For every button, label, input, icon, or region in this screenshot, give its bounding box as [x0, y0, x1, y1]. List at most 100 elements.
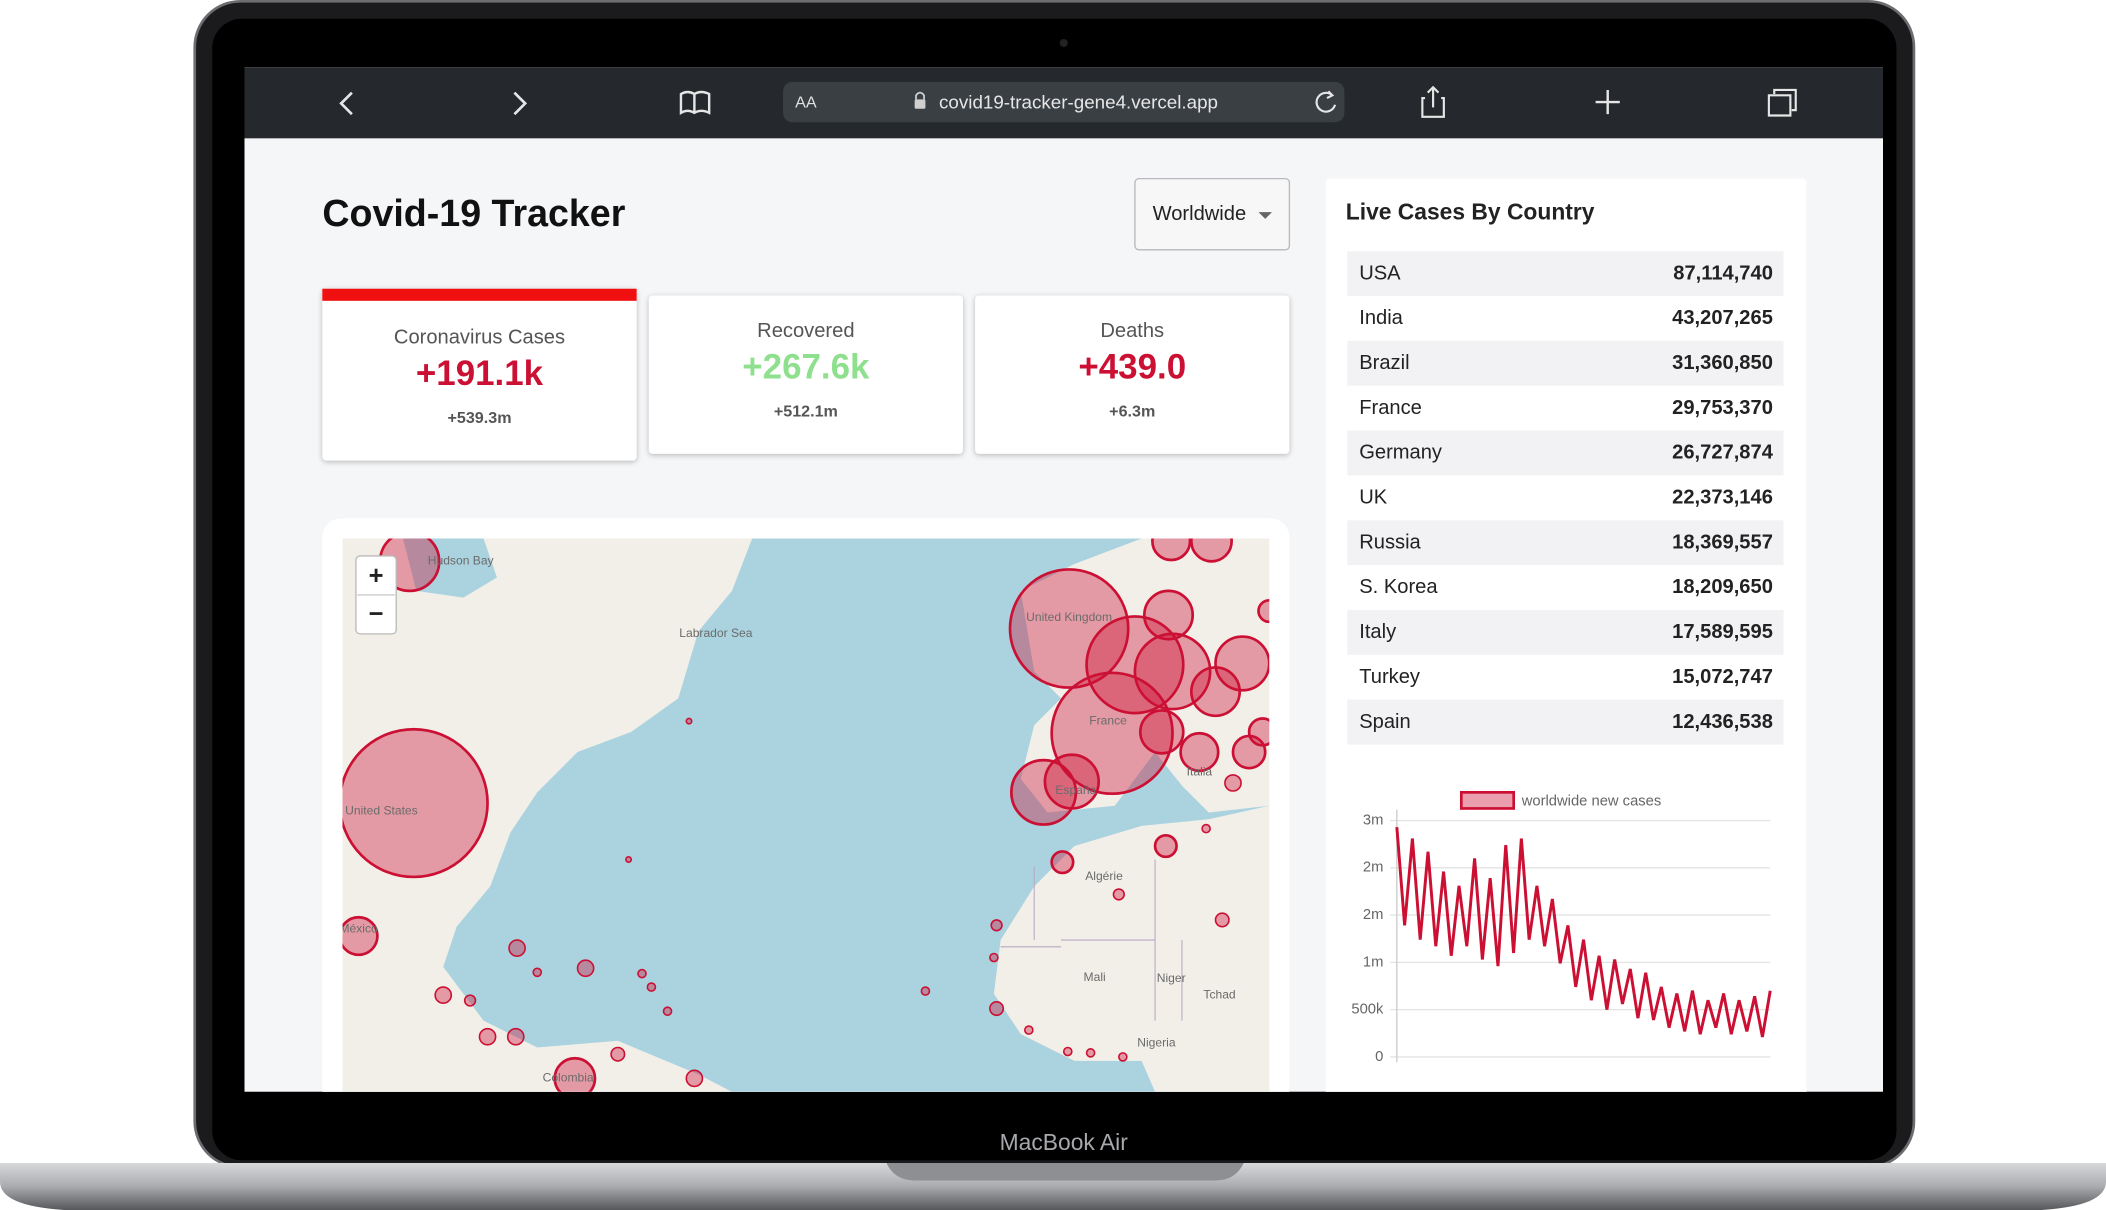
case-circle — [1214, 912, 1230, 928]
y-tick-label: 2m — [1363, 907, 1384, 923]
stat-total: +512.1m — [774, 403, 838, 421]
stat-today: +439.0 — [1078, 348, 1186, 387]
map-label: Italia — [1187, 764, 1213, 778]
row-background — [1347, 340, 1784, 386]
case-circle — [637, 968, 647, 979]
stat-card[interactable] — [648, 295, 964, 454]
case-circle — [625, 855, 633, 863]
case-circle — [1224, 774, 1242, 792]
laptop-base — [0, 1162, 2106, 1210]
stat-total: +539.3m — [447, 409, 511, 427]
map-label: Labrador Sea — [679, 626, 752, 640]
text-size-button[interactable]: AA — [795, 94, 817, 112]
map-label: Hudson Bay — [428, 554, 495, 568]
live-cases-table: USA 87,114,740 India 43,207,265 Brazil 31,360… — [1347, 251, 1784, 745]
map[interactable]: Hudson Bay Labrador Sea United Kingdom Unit… — [339, 521, 1280, 1098]
map-label: Algérie — [1085, 869, 1123, 883]
country-cases: 12,436,538 — [1672, 711, 1773, 733]
stat-label: Deaths — [1100, 320, 1164, 342]
camera — [1059, 38, 1068, 48]
country-cases: 26,727,874 — [1672, 442, 1774, 464]
row-background — [1347, 520, 1784, 566]
case-circle — [1085, 1048, 1096, 1058]
map-label: España — [1055, 783, 1096, 797]
case-circle — [342, 915, 379, 957]
map-label: United Kingdom — [1026, 610, 1112, 624]
base-notch — [886, 1162, 1244, 1181]
legend-swatch — [1459, 790, 1516, 810]
case-circle — [1247, 717, 1270, 747]
back-button[interactable] — [339, 91, 353, 116]
case-circle — [553, 1056, 597, 1092]
case-circle — [920, 986, 931, 996]
country-name: Italy — [1359, 621, 1397, 643]
lock-shackle — [915, 91, 925, 100]
country-name: France — [1359, 397, 1422, 419]
stat-label: Recovered — [757, 320, 854, 342]
country-name: Turkey — [1359, 666, 1421, 688]
case-circle — [1190, 538, 1233, 563]
case-circle — [478, 1027, 497, 1046]
case-circle — [1010, 758, 1078, 826]
country-name: Germany — [1359, 442, 1443, 464]
case-circle — [1118, 1052, 1128, 1062]
country-cases: 22,373,146 — [1672, 487, 1773, 509]
case-circle — [1050, 850, 1075, 875]
stat-today: +267.6k — [742, 348, 870, 387]
case-circle — [662, 1006, 673, 1017]
lock-icon — [914, 99, 926, 109]
forward-button[interactable] — [513, 91, 528, 116]
share-button[interactable] — [1421, 85, 1445, 118]
device-label: MacBook Air — [1000, 1129, 1129, 1155]
stat-card[interactable] — [322, 288, 637, 461]
land-americas — [342, 538, 753, 1092]
y-tick-label: 3m — [1363, 812, 1384, 828]
country-name: India — [1359, 307, 1403, 329]
zoom-out[interactable]: − — [369, 600, 384, 628]
screen: AA covid19-tracker-gene4.vercel.app Covi… — [244, 67, 1884, 1098]
case-circle — [1062, 1046, 1073, 1057]
stat-card[interactable] — [975, 295, 1290, 454]
y-tick-label: 500k — [1351, 1002, 1384, 1018]
address-bar[interactable] — [783, 81, 1345, 123]
country-cases: 87,114,740 — [1673, 262, 1773, 284]
map-label: México — [339, 922, 378, 936]
country-name: Spain — [1359, 711, 1410, 733]
new-tab-button[interactable] — [1595, 89, 1620, 115]
country-name: Russia — [1359, 531, 1421, 553]
stat-total: +6.3m — [1109, 403, 1155, 421]
series-line — [1395, 827, 1772, 1038]
case-circle — [1189, 666, 1242, 718]
zoom-in[interactable]: + — [369, 562, 384, 590]
country-cases: 18,209,650 — [1672, 576, 1773, 598]
map-label: Tchad — [1203, 987, 1235, 1001]
case-circle — [1179, 731, 1220, 773]
region-select[interactable] — [1134, 177, 1291, 251]
case-circle — [1138, 709, 1185, 755]
map-label: United States — [345, 803, 418, 817]
borders — [1000, 859, 1183, 1021]
stat-cards: Coronavirus Cases +191.1k +539.3m Recovered… — [322, 288, 1290, 461]
land-africa — [993, 538, 1270, 1092]
country-cases: 15,072,747 — [1672, 666, 1773, 688]
case-circle — [506, 1027, 525, 1046]
country-name: S. Korea — [1359, 576, 1438, 598]
bookmarks-button[interactable] — [679, 90, 711, 115]
selected-bar — [322, 288, 637, 301]
new-cases-chart: 0 500k 1m 2m 2m 3m worldwide new cases — [1351, 790, 1772, 1065]
case-circle — [1023, 1025, 1034, 1035]
case-circle — [1201, 823, 1211, 834]
case-circle — [1142, 589, 1195, 641]
country-cases: 29,753,370 — [1672, 397, 1773, 419]
country-cases: 17,589,595 — [1672, 621, 1773, 643]
y-tick-label: 0 — [1375, 1049, 1383, 1065]
reload-button[interactable] — [1315, 90, 1337, 113]
case-circle — [434, 986, 453, 1004]
tabs-button[interactable] — [1767, 88, 1797, 117]
case-circle — [1043, 753, 1101, 810]
map-label: Niger — [1157, 971, 1186, 985]
row-background — [1347, 430, 1784, 476]
app-title: Covid-19 Tracker — [322, 192, 625, 234]
